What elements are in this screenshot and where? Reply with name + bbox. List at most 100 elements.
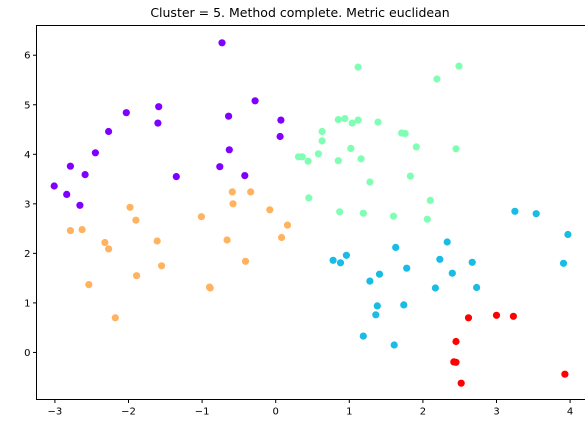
data-point bbox=[111, 314, 119, 322]
data-point bbox=[318, 137, 326, 145]
data-point bbox=[423, 215, 431, 223]
data-point bbox=[318, 127, 326, 136]
data-point bbox=[359, 209, 367, 217]
y-tick-label: 3 bbox=[24, 199, 30, 210]
data-point bbox=[101, 238, 109, 247]
data-point bbox=[218, 39, 226, 47]
data-point bbox=[359, 332, 367, 340]
data-point bbox=[342, 251, 350, 259]
x-tick-label: −2 bbox=[121, 407, 136, 418]
data-point bbox=[336, 259, 345, 267]
data-point bbox=[443, 238, 451, 246]
chart-title: Cluster = 5. Method complete. Metric euc… bbox=[150, 5, 449, 20]
data-point bbox=[448, 269, 456, 277]
data-point bbox=[132, 216, 140, 224]
data-point bbox=[348, 119, 356, 127]
data-point bbox=[457, 379, 465, 387]
data-point bbox=[433, 75, 441, 83]
data-point bbox=[229, 200, 237, 208]
data-point bbox=[452, 145, 460, 153]
data-point bbox=[375, 270, 384, 278]
x-tick-label: 2 bbox=[420, 407, 426, 418]
data-point bbox=[314, 150, 322, 158]
data-point bbox=[564, 230, 572, 239]
data-point bbox=[389, 212, 398, 220]
y-tick-label: 4 bbox=[24, 150, 30, 161]
data-point bbox=[354, 116, 362, 124]
data-point bbox=[126, 203, 134, 211]
data-point bbox=[105, 127, 113, 136]
data-point bbox=[122, 109, 130, 117]
x-tick-label: 4 bbox=[567, 407, 573, 418]
data-point bbox=[66, 162, 74, 170]
data-point bbox=[406, 172, 414, 180]
points-layer bbox=[50, 39, 572, 387]
data-point bbox=[133, 272, 141, 280]
data-point bbox=[509, 312, 517, 320]
data-point bbox=[412, 143, 420, 151]
data-point bbox=[153, 237, 161, 245]
data-point bbox=[304, 157, 312, 165]
plot-frame bbox=[36, 25, 585, 400]
data-point bbox=[91, 149, 99, 157]
data-point bbox=[206, 284, 214, 292]
data-point bbox=[329, 256, 337, 264]
data-point bbox=[392, 243, 400, 251]
data-point bbox=[81, 171, 89, 179]
data-point bbox=[241, 172, 249, 180]
data-point bbox=[251, 97, 259, 105]
data-point bbox=[283, 221, 292, 229]
data-point bbox=[50, 182, 58, 190]
data-point bbox=[347, 144, 355, 152]
data-point bbox=[225, 112, 233, 120]
data-point bbox=[390, 341, 398, 349]
data-point bbox=[373, 302, 381, 310]
data-point bbox=[492, 311, 501, 319]
data-point bbox=[223, 236, 231, 244]
data-point bbox=[276, 132, 284, 141]
data-point bbox=[197, 213, 205, 221]
y-tick-label: 5 bbox=[24, 100, 30, 111]
data-point bbox=[436, 255, 444, 263]
data-point bbox=[85, 281, 93, 289]
data-point bbox=[241, 257, 250, 265]
data-point bbox=[334, 116, 342, 124]
x-tick-label: −3 bbox=[48, 407, 63, 418]
y-tick-label: 1 bbox=[24, 298, 30, 309]
data-point bbox=[298, 153, 306, 161]
data-point bbox=[158, 262, 166, 270]
data-point bbox=[66, 227, 74, 235]
data-point bbox=[400, 301, 408, 309]
data-point bbox=[354, 63, 362, 71]
data-point bbox=[532, 210, 540, 218]
data-point bbox=[464, 314, 473, 322]
data-point bbox=[366, 178, 374, 186]
data-point bbox=[372, 311, 380, 319]
data-point bbox=[225, 146, 233, 154]
y-axis: 0 1 2 3 4 5 6 bbox=[24, 51, 37, 359]
y-tick-label: 0 bbox=[24, 348, 30, 359]
data-point bbox=[374, 118, 382, 126]
data-point bbox=[76, 201, 84, 209]
y-tick-label: 6 bbox=[24, 51, 30, 62]
data-point bbox=[216, 163, 224, 171]
data-point bbox=[366, 277, 374, 285]
data-point bbox=[78, 226, 86, 234]
data-point bbox=[155, 103, 163, 111]
data-point bbox=[452, 337, 460, 346]
data-point bbox=[511, 207, 519, 215]
data-point bbox=[341, 115, 349, 123]
data-point bbox=[401, 129, 409, 138]
data-point bbox=[105, 245, 113, 253]
data-point bbox=[455, 62, 463, 70]
data-point bbox=[228, 188, 236, 196]
data-point bbox=[305, 194, 313, 202]
x-axis: −3 −2 −1 0 1 2 3 4 bbox=[48, 399, 573, 418]
data-point bbox=[468, 258, 476, 266]
y-tick-label: 2 bbox=[24, 249, 30, 260]
data-point bbox=[63, 190, 71, 198]
x-tick-label: 1 bbox=[346, 407, 352, 418]
data-point bbox=[452, 358, 460, 366]
data-point bbox=[561, 370, 569, 378]
